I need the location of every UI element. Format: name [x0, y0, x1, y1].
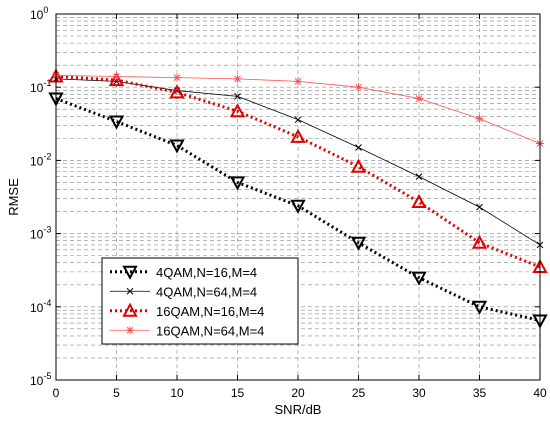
x-tick-label: 20 — [291, 386, 305, 400]
series-4 — [52, 71, 544, 148]
data-point — [234, 92, 241, 100]
x-tick-label: 15 — [231, 386, 245, 400]
legend-item: 16QAM,N=64,M=4 — [110, 323, 264, 338]
x-axis-label: SNR/dB — [275, 402, 322, 417]
data-point — [112, 72, 121, 81]
data-point — [350, 236, 367, 251]
legend: 4QAM,N=16,M=4 4QAM,N=64,M=4 16QAM,N=16,M=4… — [101, 257, 299, 345]
data-point — [355, 144, 362, 151]
y-axis-label: RMSE — [6, 178, 21, 216]
y-tick-label: 100 — [30, 5, 48, 22]
data-point — [290, 199, 306, 214]
y-tick-label: 10-2 — [30, 151, 51, 168]
data-point — [411, 271, 427, 286]
x-tick-label: 0 — [53, 386, 60, 400]
data-point — [290, 128, 306, 143]
legend-item: 4QAM,N=64,M=4 — [110, 284, 257, 299]
x-tick-label: 30 — [412, 386, 426, 400]
x-tick-label: 40 — [533, 386, 547, 400]
y-tick-label: 10-1 — [30, 78, 51, 95]
legend-box — [101, 257, 299, 345]
legend-item: 4QAM,N=16,M=4 — [110, 265, 257, 280]
data-point — [233, 74, 242, 83]
data-point — [229, 176, 246, 191]
legend-marker — [126, 287, 134, 295]
data-point — [229, 103, 246, 118]
legend-label: 4QAM,N=64,M=4 — [156, 284, 257, 299]
legend-marker — [122, 265, 138, 280]
data-point — [294, 116, 302, 124]
data-point — [415, 173, 423, 180]
y-tick-label: 10-4 — [30, 298, 51, 315]
x-tick-label: 35 — [473, 386, 487, 400]
series-line — [55, 97, 541, 322]
data-point — [108, 72, 125, 87]
data-point — [475, 114, 484, 123]
data-point — [415, 94, 423, 103]
y-tick-label: 10-5 — [30, 371, 51, 388]
series-layer — [48, 68, 548, 329]
legend-marker — [122, 302, 138, 317]
x-tick-label: 25 — [352, 386, 366, 400]
legend-marker — [126, 326, 134, 335]
data-point — [169, 139, 185, 154]
data-point — [354, 83, 363, 92]
data-point — [173, 73, 181, 82]
y-tick-label: 10-3 — [30, 225, 51, 242]
data-point — [471, 300, 488, 315]
series-1 — [48, 92, 548, 329]
x-tick-label: 5 — [113, 386, 120, 400]
data-point — [350, 158, 367, 173]
data-point — [471, 234, 488, 249]
data-point — [108, 115, 125, 130]
data-point — [411, 193, 427, 209]
legend-label: 4QAM,N=16,M=4 — [156, 265, 257, 280]
legend-label: 16QAM,N=16,M=4 — [156, 304, 264, 319]
ticks: 0 5 10 15 20 25 30 35 40 100 10-1 10-2 10-3 10-4 10-5 — [30, 5, 547, 400]
data-point — [169, 84, 185, 99]
legend-label: 16QAM,N=64,M=4 — [156, 323, 264, 338]
legend-item: 16QAM,N=16,M=4 — [110, 302, 264, 319]
series-line — [55, 75, 541, 269]
data-point — [476, 203, 483, 211]
x-tick-label: 10 — [170, 386, 184, 400]
data-point — [294, 77, 302, 86]
